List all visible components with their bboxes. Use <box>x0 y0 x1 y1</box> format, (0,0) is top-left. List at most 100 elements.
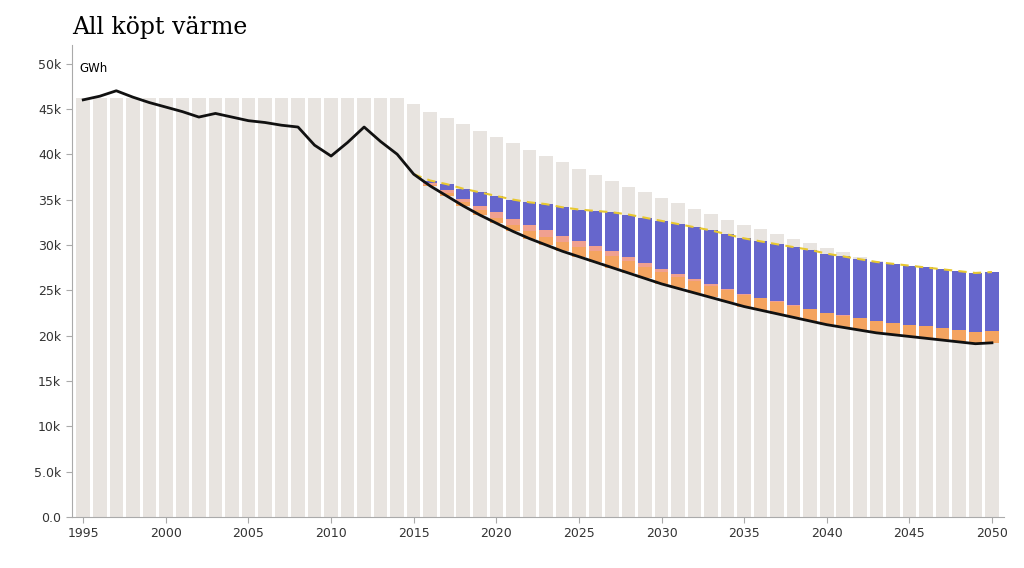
Bar <box>522 225 537 231</box>
Bar <box>721 219 734 517</box>
Bar <box>589 211 602 247</box>
Bar <box>920 327 933 339</box>
Bar <box>258 98 271 517</box>
Bar <box>952 330 966 342</box>
Bar <box>341 98 354 517</box>
Bar <box>572 210 586 241</box>
Bar <box>457 124 470 517</box>
Bar <box>902 269 916 517</box>
Bar <box>770 244 784 302</box>
Bar <box>705 214 718 517</box>
Bar <box>274 98 289 517</box>
Bar <box>93 98 106 517</box>
Bar <box>506 199 519 219</box>
Bar <box>622 261 635 273</box>
Bar <box>374 98 387 517</box>
Bar <box>110 98 123 517</box>
Bar <box>936 275 949 517</box>
Bar <box>291 98 305 517</box>
Bar <box>820 248 834 517</box>
Bar <box>225 98 239 517</box>
Bar <box>407 105 421 517</box>
Bar <box>688 279 701 281</box>
Bar <box>605 251 618 256</box>
Bar <box>837 252 850 517</box>
Bar <box>605 212 618 251</box>
Bar <box>705 286 718 298</box>
Bar <box>539 204 553 231</box>
Bar <box>920 268 933 327</box>
Bar <box>688 227 701 279</box>
Bar <box>638 218 651 263</box>
Bar <box>605 256 618 268</box>
Bar <box>622 257 635 261</box>
Bar <box>539 156 553 517</box>
Bar <box>737 294 751 295</box>
Bar <box>869 321 883 333</box>
Bar <box>440 184 454 190</box>
Bar <box>952 271 966 330</box>
Bar <box>902 266 916 324</box>
Bar <box>175 98 189 517</box>
Bar <box>638 266 651 278</box>
Bar <box>985 272 998 331</box>
Bar <box>705 231 718 284</box>
Bar <box>489 218 503 223</box>
Bar <box>837 316 850 327</box>
Bar <box>457 202 470 206</box>
Bar <box>506 225 519 231</box>
Bar <box>804 309 817 321</box>
Bar <box>572 169 586 517</box>
Bar <box>985 272 998 517</box>
Bar <box>325 98 338 517</box>
Bar <box>457 189 470 199</box>
Bar <box>721 235 734 289</box>
Bar <box>159 98 173 517</box>
Bar <box>853 257 866 517</box>
Bar <box>622 215 635 257</box>
Bar <box>572 241 586 247</box>
Bar <box>737 225 751 517</box>
Bar <box>424 112 437 517</box>
Bar <box>721 290 734 302</box>
Bar <box>440 190 454 193</box>
Bar <box>869 261 883 517</box>
Bar <box>522 202 537 225</box>
Bar <box>754 298 767 310</box>
Bar <box>705 284 718 286</box>
Bar <box>522 231 537 239</box>
Bar <box>969 282 982 517</box>
Bar <box>440 193 454 196</box>
Bar <box>936 328 949 340</box>
Bar <box>473 210 486 215</box>
Bar <box>473 131 486 517</box>
Bar <box>654 272 669 284</box>
Bar <box>654 221 669 269</box>
Bar <box>886 264 900 323</box>
Bar <box>886 323 900 335</box>
Bar <box>754 229 767 517</box>
Bar <box>820 313 834 325</box>
Bar <box>853 318 866 330</box>
Bar <box>920 272 933 517</box>
Bar <box>672 224 685 274</box>
Bar <box>489 212 503 218</box>
Bar <box>308 98 322 517</box>
Bar <box>902 325 916 336</box>
Bar <box>142 98 156 517</box>
Bar <box>721 289 734 290</box>
Bar <box>622 187 635 517</box>
Bar <box>589 247 602 251</box>
Bar <box>209 98 222 517</box>
Bar <box>969 332 982 344</box>
Bar <box>969 273 982 332</box>
Bar <box>424 181 437 183</box>
Bar <box>424 185 437 186</box>
Bar <box>539 237 553 245</box>
Bar <box>489 196 503 212</box>
Bar <box>654 269 669 272</box>
Bar <box>556 236 569 242</box>
Bar <box>786 247 801 305</box>
Bar <box>77 98 90 517</box>
Bar <box>457 199 470 202</box>
